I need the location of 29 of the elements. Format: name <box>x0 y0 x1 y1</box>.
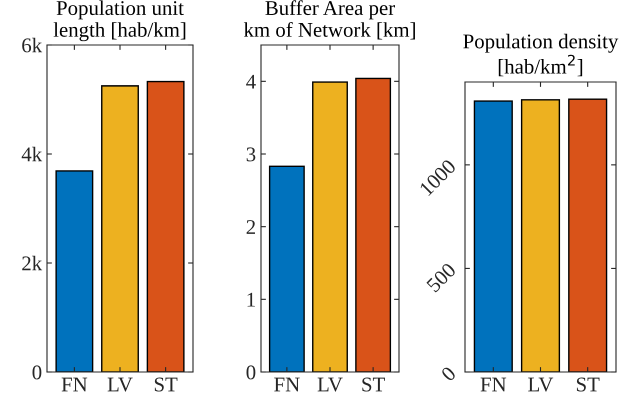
x-tick-label: ST <box>362 378 385 392</box>
y-tick-label: 500 <box>426 262 457 293</box>
chart-title: Population density [hab/km$^{2}$] <box>463 34 618 76</box>
y-tick-label: 0 <box>246 365 256 380</box>
bar <box>312 81 348 372</box>
x-tick-label: FN <box>62 378 88 392</box>
x-tick-label: FN <box>480 378 506 392</box>
x-tick-label: LV <box>108 378 133 392</box>
y-tick-label: 0 <box>440 366 457 382</box>
bar <box>355 78 392 372</box>
chart-title: Population unit length [hab/km] <box>54 0 186 42</box>
x-tick-label: FN <box>274 378 300 392</box>
x-tick-label: ST <box>154 378 178 392</box>
y-tick-label: 6k <box>22 38 42 52</box>
y-tick-label: 2 <box>246 220 255 234</box>
chart-title: Buffer Area per km of Network [km] <box>244 0 415 40</box>
y-tick-label: 1 <box>248 292 255 307</box>
x-tick-label: LV <box>528 378 554 392</box>
bar <box>268 166 305 372</box>
x-tick-label: ST <box>576 378 600 392</box>
y-tick-label: 4k <box>22 146 42 162</box>
bar <box>146 80 185 372</box>
bar <box>55 170 94 372</box>
x-tick-label: LV <box>318 378 343 392</box>
y-tick-label: 4 <box>246 74 256 89</box>
y-tick-label: 3 <box>246 147 256 162</box>
y-tick-label: 0 <box>32 365 42 380</box>
y-tick-label: 2k <box>22 256 42 270</box>
bar <box>101 85 139 372</box>
